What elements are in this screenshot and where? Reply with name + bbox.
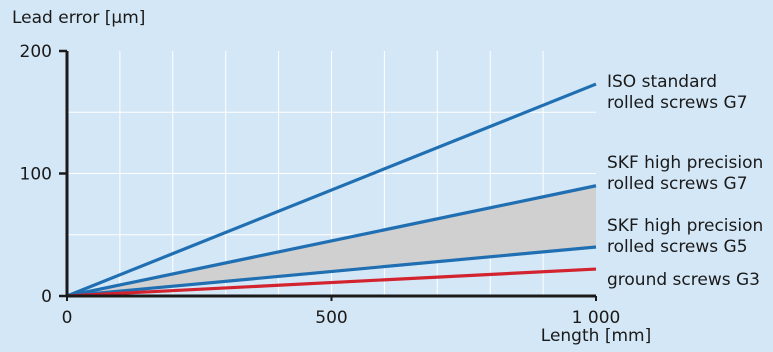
- y-tick-label: 0: [41, 287, 52, 307]
- series-line-1: [66, 184, 597, 298]
- x-tick-label: 0: [62, 308, 73, 328]
- axes: [59, 49, 597, 301]
- series-label-1: SKF high precision rolled screws G7: [607, 153, 763, 194]
- y-axis-label: Lead error [µm]: [12, 8, 145, 28]
- y-tick-label: 100: [20, 165, 52, 185]
- series-lines: [66, 82, 597, 298]
- series-line-3: [66, 267, 597, 298]
- x-axis-label: Length [mm]: [541, 326, 651, 346]
- series-label-3: ground screws G3: [607, 270, 760, 290]
- series-label-0: ISO standard rolled screws G7: [607, 72, 748, 113]
- x-tick-label: 500: [315, 308, 347, 328]
- y-tick-label: 200: [20, 42, 52, 62]
- x-tick-label: 1 000: [572, 308, 621, 328]
- y-tick-labels: 0 100 200: [20, 42, 52, 307]
- series-label-2: SKF high precision rolled screws G5: [607, 216, 763, 257]
- series-labels: ISO standard rolled screws G7 SKF high pre…: [607, 72, 763, 290]
- series-line-2: [66, 245, 597, 298]
- series-line-0: [66, 82, 597, 298]
- x-tick-labels: 0 500 1 000: [62, 308, 621, 328]
